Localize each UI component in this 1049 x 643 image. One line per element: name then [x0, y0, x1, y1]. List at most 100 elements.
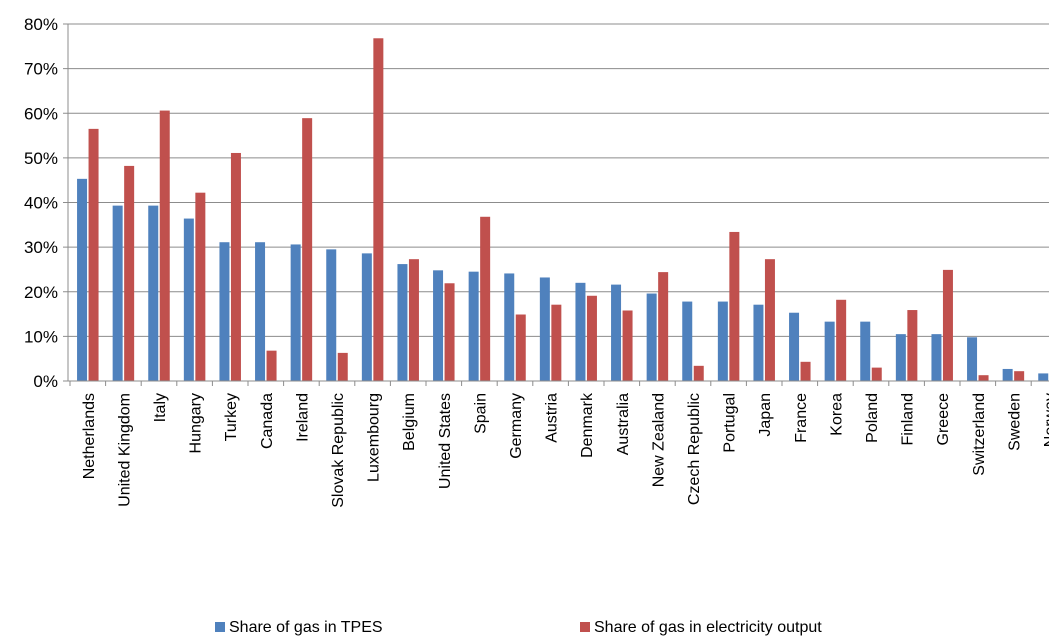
bar-electricity: [195, 192, 206, 381]
legend-swatch-tpes: [215, 622, 225, 632]
legend: Share of gas in TPES Share of gas in ele…: [215, 619, 822, 636]
legend-label-electricity: Share of gas in electricity output: [594, 619, 822, 636]
bar-tpes: [967, 337, 978, 381]
x-axis: Netherlands United Kingdom Italy Hungary Tur…: [69, 381, 1049, 508]
x-tick-label: United Kingdom: [116, 393, 133, 507]
bar-electricity: [622, 310, 633, 381]
x-tick-label: Italy: [152, 393, 169, 422]
bar-electricity: [871, 367, 882, 381]
plot-area: [77, 38, 1049, 381]
x-tick-label: Korea: [828, 393, 845, 436]
y-tick-label: 40%: [24, 194, 58, 213]
bar-electricity: [373, 38, 384, 381]
bar-electricity: [230, 152, 241, 381]
bar-electricity: [764, 259, 775, 381]
bar-electricity: [1014, 371, 1025, 381]
bar-tpes: [326, 249, 337, 381]
bar-electricity: [515, 314, 526, 381]
bar-tpes: [397, 264, 408, 381]
bar-electricity: [408, 259, 419, 381]
bar-tpes: [753, 304, 764, 381]
bar-electricity: [836, 299, 847, 381]
x-tick-label: Portugal: [722, 393, 739, 453]
y-tick-label: 10%: [24, 327, 58, 346]
bar-tpes: [575, 282, 586, 381]
bar-tpes: [77, 178, 88, 381]
bar-electricity: [942, 269, 953, 381]
y-axis: 0% 10% 20% 30% 40% 50% 60% 70% 80%: [24, 15, 69, 391]
x-tick-label: Belgium: [401, 393, 418, 451]
bar-electricity: [586, 295, 597, 381]
bar-tpes: [255, 242, 266, 381]
bar-tpes: [611, 284, 622, 381]
bar-tpes: [148, 205, 159, 381]
bar-electricity: [693, 365, 704, 381]
x-tick-label: Sweden: [1006, 393, 1023, 451]
bar-tpes: [361, 253, 372, 381]
bar-electricity: [907, 310, 918, 381]
bar-electricity: [302, 118, 313, 381]
x-tick-label: Netherlands: [81, 393, 98, 479]
bar-tpes: [646, 293, 657, 381]
y-tick-label: 80%: [24, 15, 58, 34]
bar-tpes: [1002, 368, 1013, 381]
bar-electricity: [480, 216, 491, 381]
bar-tpes: [682, 301, 693, 381]
bar-tpes: [468, 271, 479, 381]
bar-electricity: [159, 110, 170, 381]
gridlines: [68, 23, 1049, 337]
bar-tpes: [824, 321, 835, 381]
bar-electricity: [88, 128, 99, 381]
y-tick-label: 30%: [24, 238, 58, 257]
x-tick-label: Norway: [1042, 393, 1049, 447]
bar-tpes: [931, 334, 942, 381]
bar-tpes: [183, 218, 194, 381]
x-tick-label: Luxembourg: [366, 393, 383, 482]
bar-electricity: [658, 272, 669, 381]
bar-electricity: [444, 283, 455, 381]
x-tick-label: Austria: [544, 393, 561, 443]
bar-electricity: [800, 361, 811, 381]
x-tick-label: Turkey: [223, 393, 240, 441]
bar-tpes: [860, 321, 871, 381]
bar-tpes: [112, 205, 123, 381]
x-tick-label: Spain: [472, 393, 489, 434]
bar-tpes: [504, 273, 515, 381]
y-tick-label: 20%: [24, 283, 58, 302]
x-tick-label: Canada: [259, 393, 276, 449]
y-tick-label: 0%: [33, 372, 58, 391]
bar-electricity: [978, 375, 989, 381]
x-tick-label: Australia: [615, 393, 632, 455]
bar-tpes: [717, 301, 728, 381]
bar-electricity: [729, 231, 740, 381]
bar-tpes: [433, 270, 444, 381]
y-tick-label: 70%: [24, 60, 58, 79]
x-tick-label: Japan: [757, 393, 774, 437]
bar-tpes: [539, 277, 550, 381]
bar-electricity: [337, 352, 348, 381]
bar-electricity: [124, 165, 135, 381]
x-tick-label: Switzerland: [971, 393, 988, 476]
bar-tpes: [789, 312, 800, 381]
bar-tpes: [895, 334, 906, 381]
bar-tpes: [1038, 373, 1049, 381]
x-tick-label: United States: [437, 393, 454, 489]
bar-electricity: [266, 350, 277, 381]
x-tick-label: Ireland: [294, 393, 311, 442]
x-tick-label: France: [793, 393, 810, 443]
x-tick-label: Czech Republic: [686, 393, 703, 505]
legend-swatch-electricity: [580, 622, 590, 632]
bar-tpes: [219, 242, 230, 381]
x-tick-label: Denmark: [579, 392, 596, 458]
legend-label-tpes: Share of gas in TPES: [229, 619, 383, 636]
x-tick-label: New Zealand: [650, 393, 667, 487]
x-tick-label: Greece: [935, 393, 952, 446]
y-tick-label: 50%: [24, 149, 58, 168]
x-tick-label: Hungary: [188, 393, 205, 453]
x-tick-label: Finland: [900, 393, 917, 445]
y-tick-label: 60%: [24, 104, 58, 123]
x-tick-label: Germany: [508, 393, 525, 459]
x-tick-label: Poland: [864, 393, 881, 443]
bar-tpes: [290, 244, 301, 381]
